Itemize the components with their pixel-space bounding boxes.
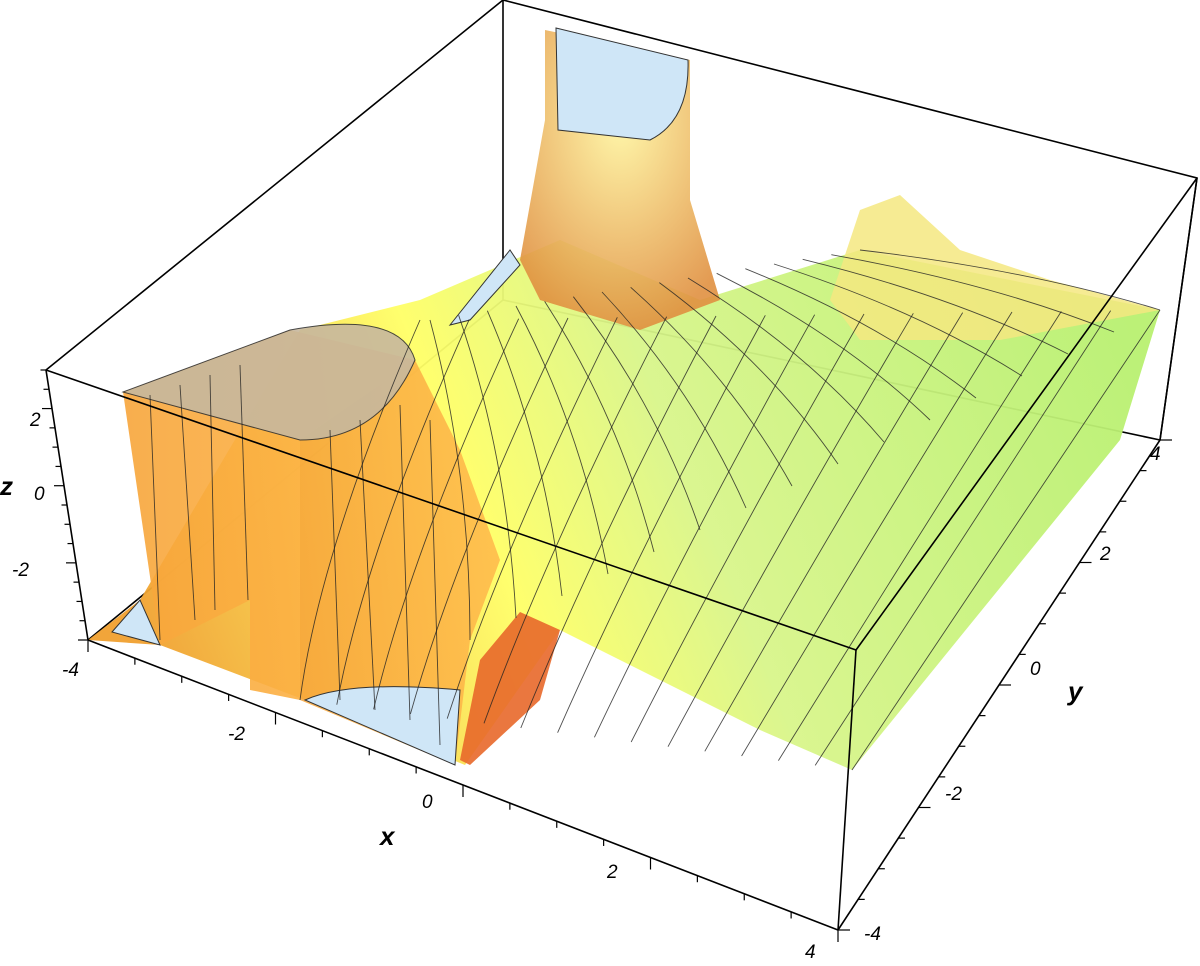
mesh-line-y: [773, 263, 1023, 377]
mesh-line-y: [458, 315, 517, 619]
clip-cap-top: [555, 27, 689, 141]
mesh-line-y: [486, 310, 563, 597]
mesh-line-wall: [209, 374, 216, 611]
mesh-line-y: [572, 296, 701, 531]
mesh-line-x: [299, 319, 421, 701]
mesh-line-x: [593, 314, 816, 738]
mesh-line-y: [716, 272, 931, 421]
mesh-line-x: [741, 311, 1013, 757]
z-axis-label: z: [0, 471, 13, 501]
mesh-line-y: [429, 319, 471, 641]
mesh-line-x: [851, 309, 1161, 771]
x-tick-label: 2: [606, 862, 618, 883]
x-tick-label: 4: [805, 942, 816, 963]
z-tick-label: 2: [29, 410, 41, 431]
mesh-line-x: [520, 315, 717, 729]
x-tick-label: -4: [62, 660, 79, 681]
mesh-line-wall: [239, 364, 249, 601]
surface-wall-front: [300, 360, 500, 765]
z-tick-label: 0: [34, 484, 45, 505]
mesh-line-wall: [399, 404, 411, 721]
mesh-line-x: [630, 313, 865, 743]
mesh-line-wall: [429, 419, 441, 746]
mesh-line-y: [601, 291, 747, 509]
y-axis-label: y: [1066, 676, 1084, 706]
mesh-line-y: [544, 301, 655, 553]
y-tick-label: -2: [945, 784, 962, 805]
mesh-line-y: [630, 286, 793, 487]
z-tick-label: -2: [12, 560, 29, 581]
x-tick-label: 0: [422, 792, 433, 813]
mesh-line-wall: [359, 419, 376, 711]
mesh-line-x: [704, 312, 964, 752]
surface-mesh: [149, 249, 1161, 771]
mesh-line-wall: [179, 384, 196, 621]
axis-ticks: [40, 369, 1172, 942]
y-tick-label: 0: [1030, 659, 1041, 680]
surface: [88, 27, 1161, 771]
mesh-line-y: [859, 249, 1161, 311]
x-axis-label: x: [378, 821, 396, 851]
mesh-line-x: [373, 318, 520, 710]
clip-cap-back: [448, 249, 521, 326]
mesh-line-x: [557, 315, 766, 733]
y-tick-label: 4: [1150, 444, 1161, 465]
mesh-line-wall: [149, 394, 161, 641]
mesh-line-x: [483, 316, 668, 724]
mesh-line-wall: [329, 429, 341, 701]
mesh-line-x: [336, 319, 470, 705]
surface-ridge-right: [830, 195, 1160, 340]
x-tick-label: -2: [228, 724, 245, 745]
y-tick-label: 2: [1099, 544, 1111, 565]
mesh-line-y: [687, 277, 885, 443]
clip-cap-corner: [111, 599, 161, 646]
mesh-line-y: [515, 305, 609, 575]
x-tick-labels: -4 -2 0 2 4: [62, 660, 816, 963]
clip-cap-left: [121, 323, 416, 441]
mesh-line-x: [814, 310, 1112, 766]
y-tick-labels: -4 -2 0 2 4: [864, 444, 1161, 945]
y-tick-label: -4: [864, 924, 881, 945]
surface-ridge-front: [460, 612, 560, 765]
mesh-line-x: [409, 317, 569, 715]
mesh-line-y: [659, 282, 839, 465]
mesh-line-y: [831, 254, 1115, 333]
mesh-line-y: [802, 258, 1069, 355]
mesh-line-x: [667, 313, 914, 747]
mesh-line-y: [745, 268, 977, 399]
clip-cap-front: [303, 686, 461, 766]
z-tick-labels: -2 0 2: [12, 410, 45, 581]
